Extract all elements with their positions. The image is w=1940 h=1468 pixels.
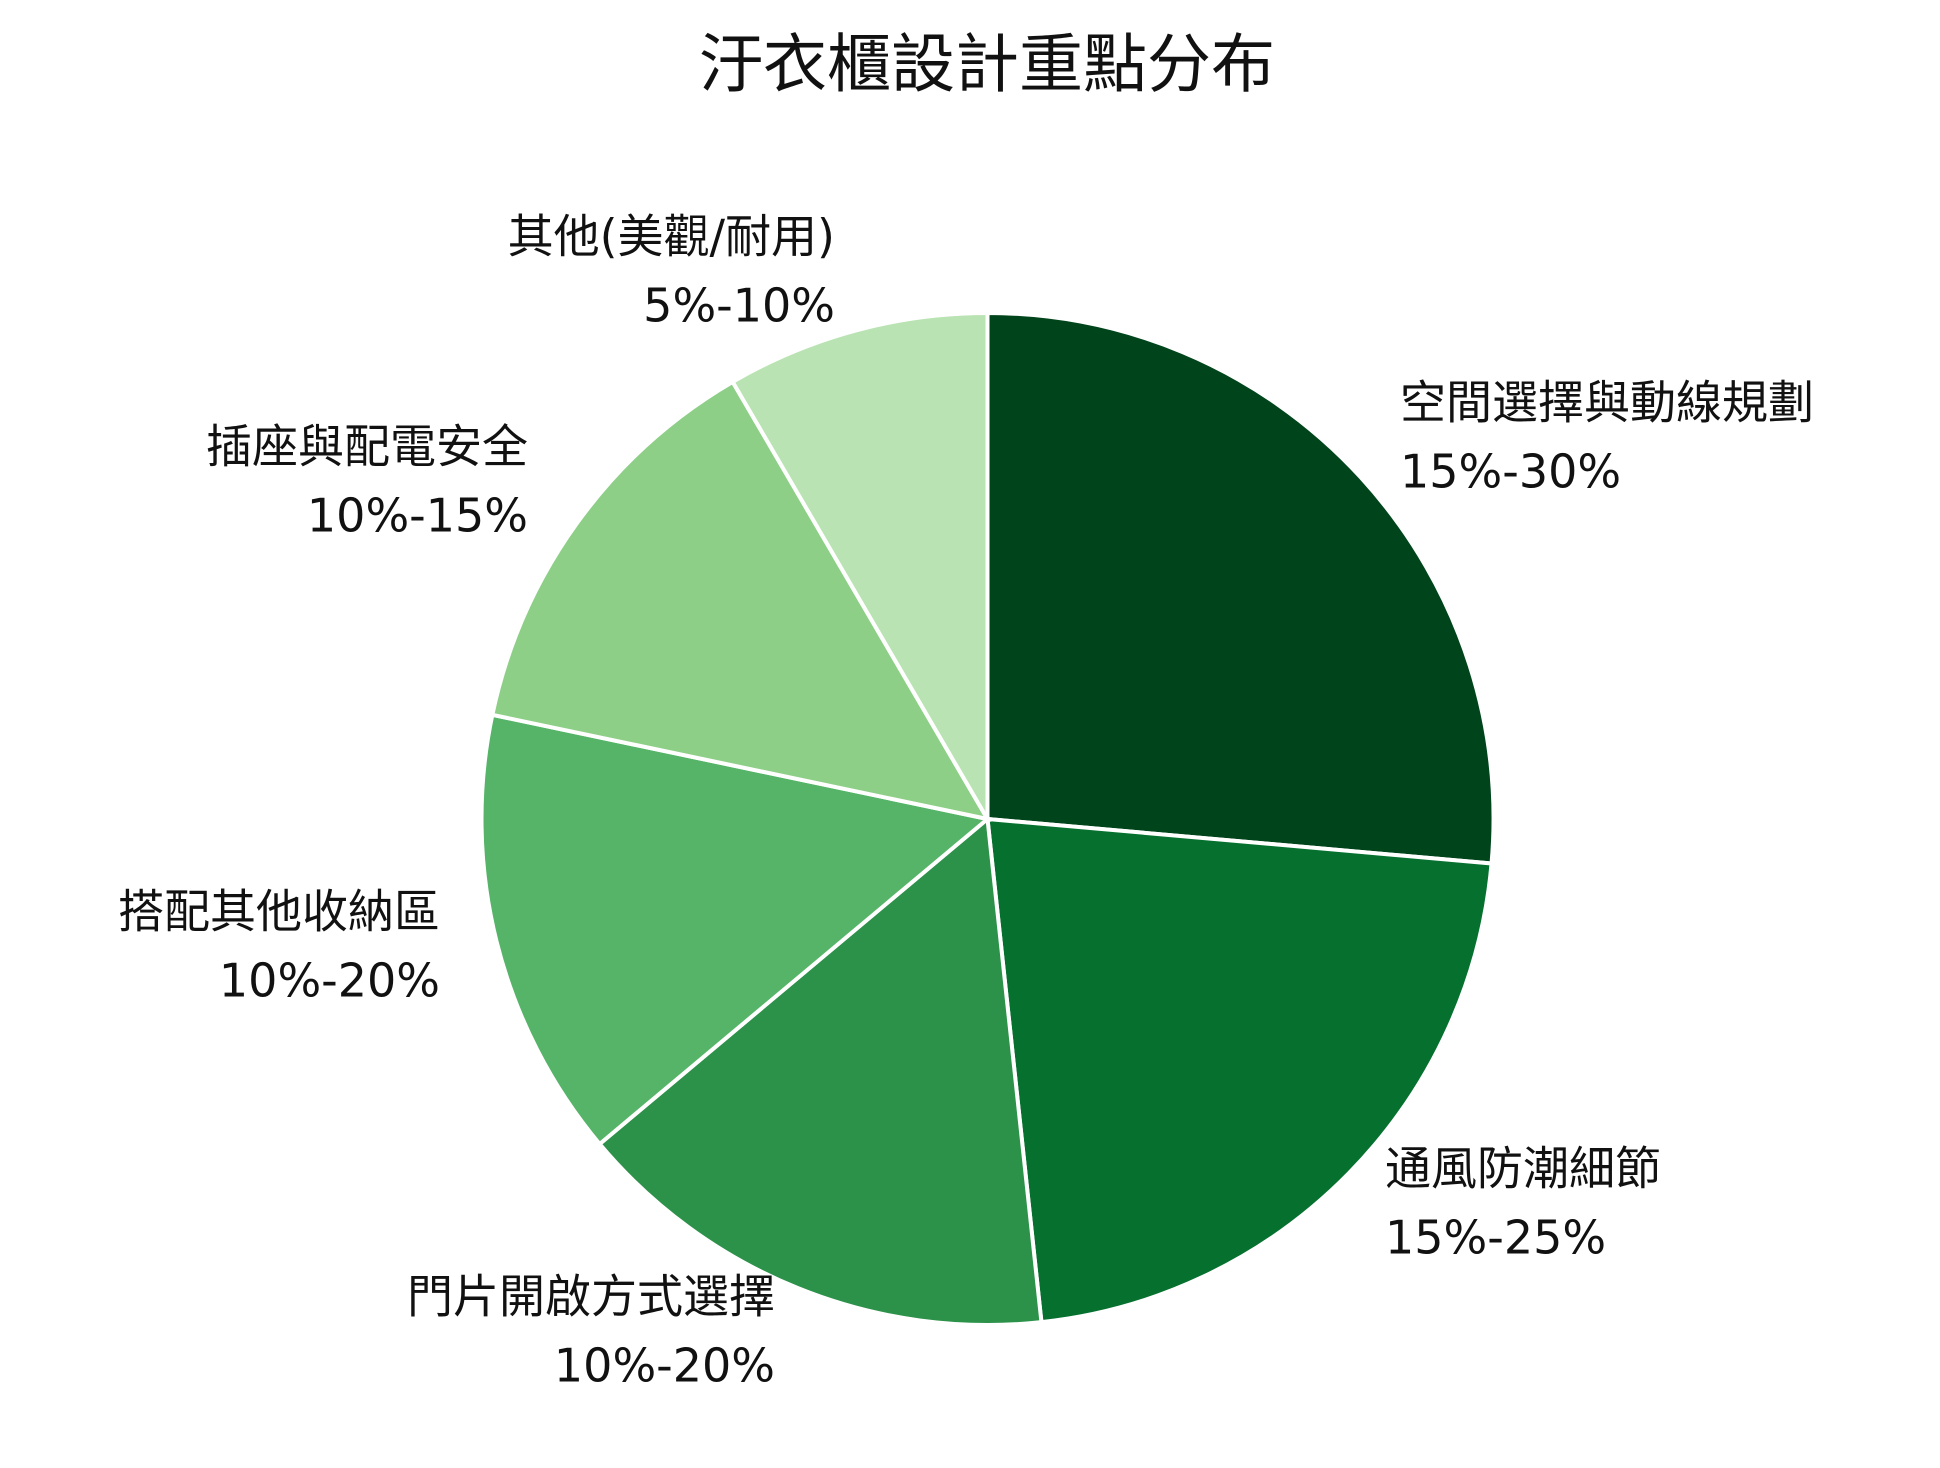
slice-range: 10%-20% <box>554 1339 775 1393</box>
slice-label: 搭配其他收納區 <box>118 885 440 939</box>
pie-slice <box>985 310 1496 866</box>
pie-slice <box>596 815 1044 1328</box>
slice-label: 其他(美觀/耐用) <box>508 210 835 264</box>
slice-range: 15%-25% <box>1385 1211 1606 1265</box>
chart-title: 汙衣櫃設計重點分布 <box>699 29 1275 103</box>
pie-slice <box>729 310 990 827</box>
slice-label: 通風防潮細節 <box>1385 1142 1661 1196</box>
pie-slice <box>479 712 992 1147</box>
slice-label: 空間選擇與動線規劃 <box>1400 376 1814 430</box>
slice-range: 15%-30% <box>1400 445 1621 499</box>
slice-range: 5%-10% <box>643 279 835 333</box>
pie-slice <box>489 379 992 822</box>
slice-label: 插座與配電安全 <box>206 420 528 474</box>
slice-range: 10%-15% <box>307 489 528 543</box>
slice-range: 10%-20% <box>219 954 440 1008</box>
pie-slice <box>985 816 1494 1325</box>
slice-label: 門片開啟方式選擇 <box>407 1270 775 1324</box>
